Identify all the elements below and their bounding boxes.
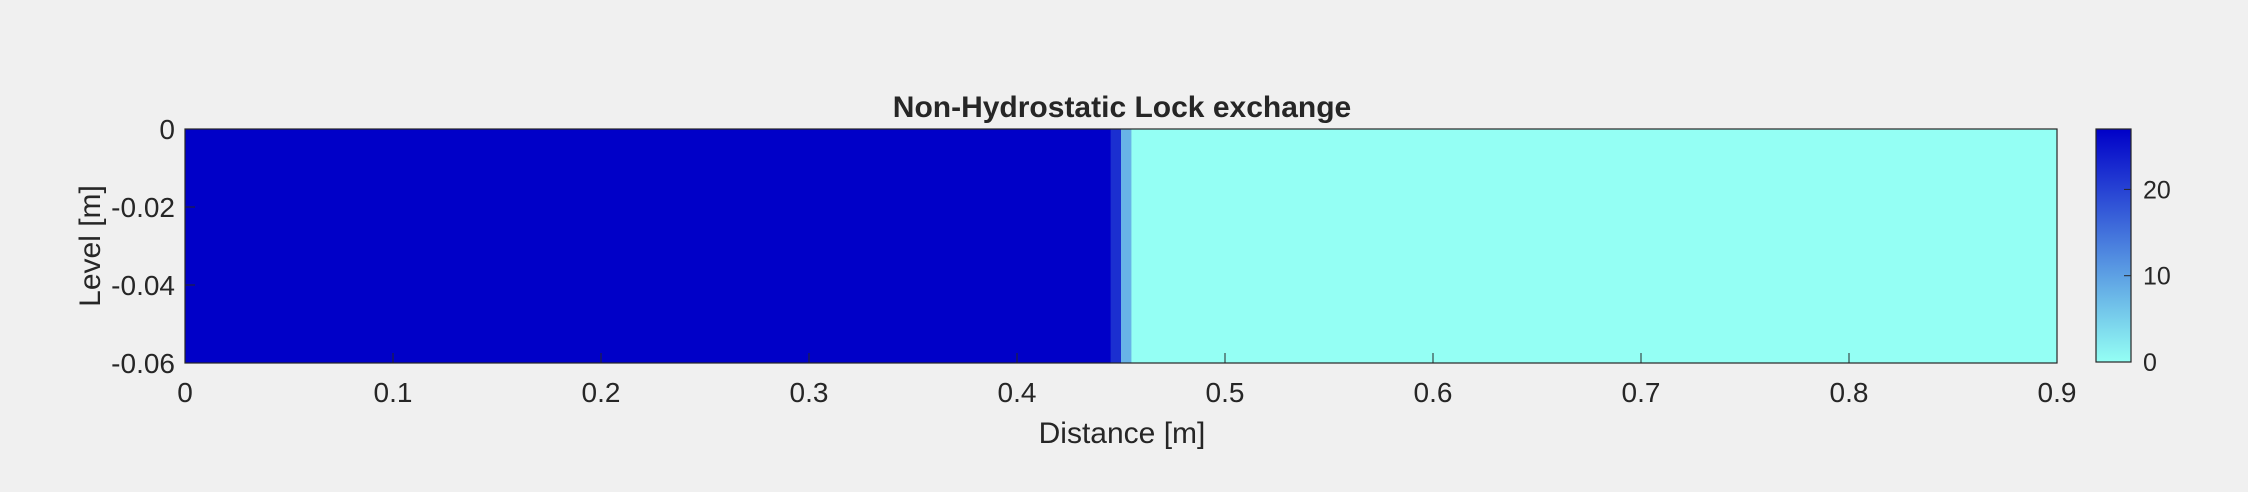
heatmap-cell [185, 129, 1112, 363]
x-tick-label: 0.2 [582, 377, 621, 408]
y-tick-label: -0.02 [111, 192, 175, 223]
x-tick-label: 0.8 [1830, 377, 1869, 408]
plot-area-border [184, 128, 2058, 364]
x-axis: 0 0.1 0.2 0.3 0.4 0.5 0.6 0.7 0.8 0.9 [177, 353, 2076, 408]
colorbar [2095, 128, 2132, 363]
x-tick-label: 0.3 [790, 377, 829, 408]
heatmap-cell [1121, 129, 1132, 363]
chart-title: Non-Hydrostatic Lock exchange [893, 91, 1351, 124]
x-tick-label: 0.1 [374, 377, 413, 408]
x-tick-label: 0.7 [1622, 377, 1661, 408]
x-tick-label: 0.5 [1206, 377, 1245, 408]
y-tick-label: 0 [159, 114, 175, 145]
x-tick-label: 0 [177, 377, 193, 408]
x-tick-label: 0.9 [2038, 377, 2077, 408]
x-axis-label: Distance [m] [1039, 417, 1206, 450]
x-tick-label: 0.4 [998, 377, 1037, 408]
heatmap-cell [1110, 129, 1122, 363]
heatmap-cells [185, 129, 2058, 363]
heatmap-cell [1131, 129, 2058, 363]
y-axis: 0 -0.02 -0.04 -0.06 [111, 114, 195, 379]
y-tick-label: -0.04 [111, 270, 175, 301]
y-axis-label: Level [m] [74, 185, 107, 307]
colorbar-tick-label: 0 [2143, 349, 2157, 377]
y-tick-label: -0.06 [111, 348, 175, 379]
x-tick-label: 0.6 [1414, 377, 1453, 408]
colorbar-ticks: 0 10 20 [2124, 176, 2171, 377]
colorbar-tick-label: 20 [2143, 176, 2171, 204]
colorbar-tick-label: 10 [2143, 263, 2171, 291]
